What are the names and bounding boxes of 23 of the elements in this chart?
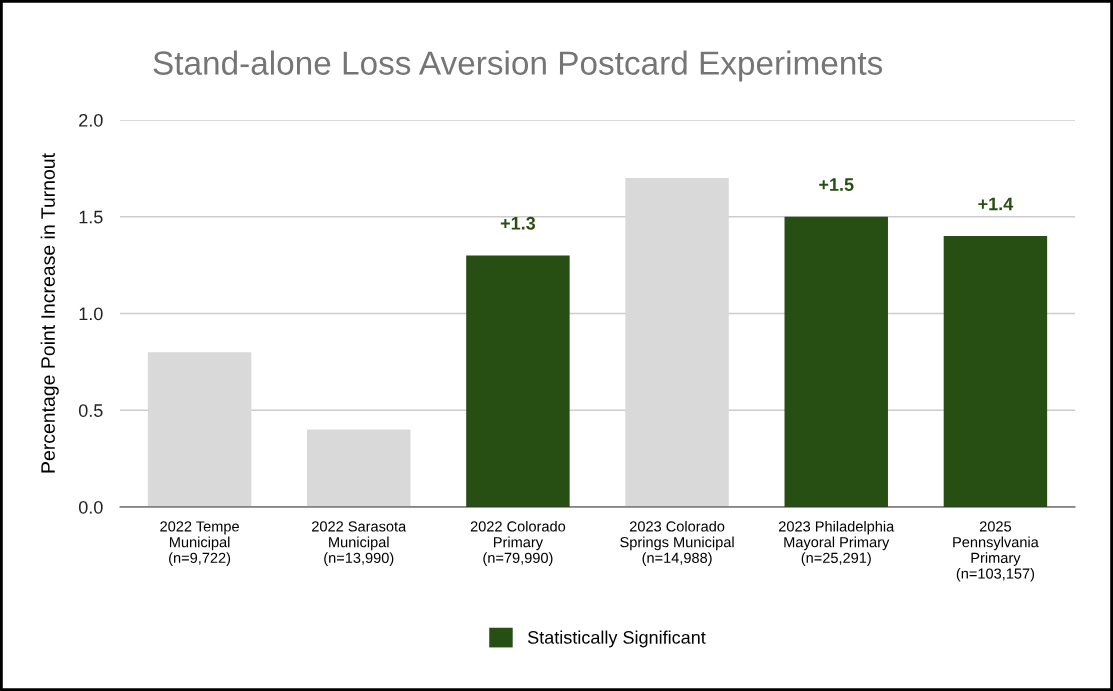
legend-label: Statistically Significant [527,630,706,648]
y-tick-label: 0.5 [78,404,103,417]
y-tick-label: 2.0 [79,113,103,127]
bar [625,178,729,507]
bar [147,352,252,507]
bar [943,236,1048,507]
y-tick-label: 0.0 [78,500,103,514]
x-tick-label: 2022 Tempe Municipal (n=9,722) [160,521,239,566]
data-label: +1.5 [819,178,854,191]
chart-title: Stand-alone Loss Aversion Postcard Experiments [153,50,883,82]
y-axis-title: Percentage Point Increase in Turnout [40,153,59,473]
y-tick-label: 1.5 [79,210,103,224]
data-label: +1.3 [500,216,536,230]
x-tick-label: 2025 Pennsylvania Primary (n=103,157) [953,521,1039,582]
bar [784,216,888,507]
x-tick-label: 2022 Sarasota Municipal (n=13,990) [312,521,407,566]
x-tick-label: 2023 Philadelphia Mayoral Primary (n=25,291) [779,520,895,566]
data-label: +1.4 [978,197,1014,211]
y-tick-label: 1.0 [79,307,103,321]
x-tick-label: 2022 Colorado Primary (n=79,990) [470,520,566,566]
bar [466,255,570,507]
bar [307,429,411,507]
x-tick-label: 2023 Colorado Springs Municipal (n=14,988) [620,520,734,566]
